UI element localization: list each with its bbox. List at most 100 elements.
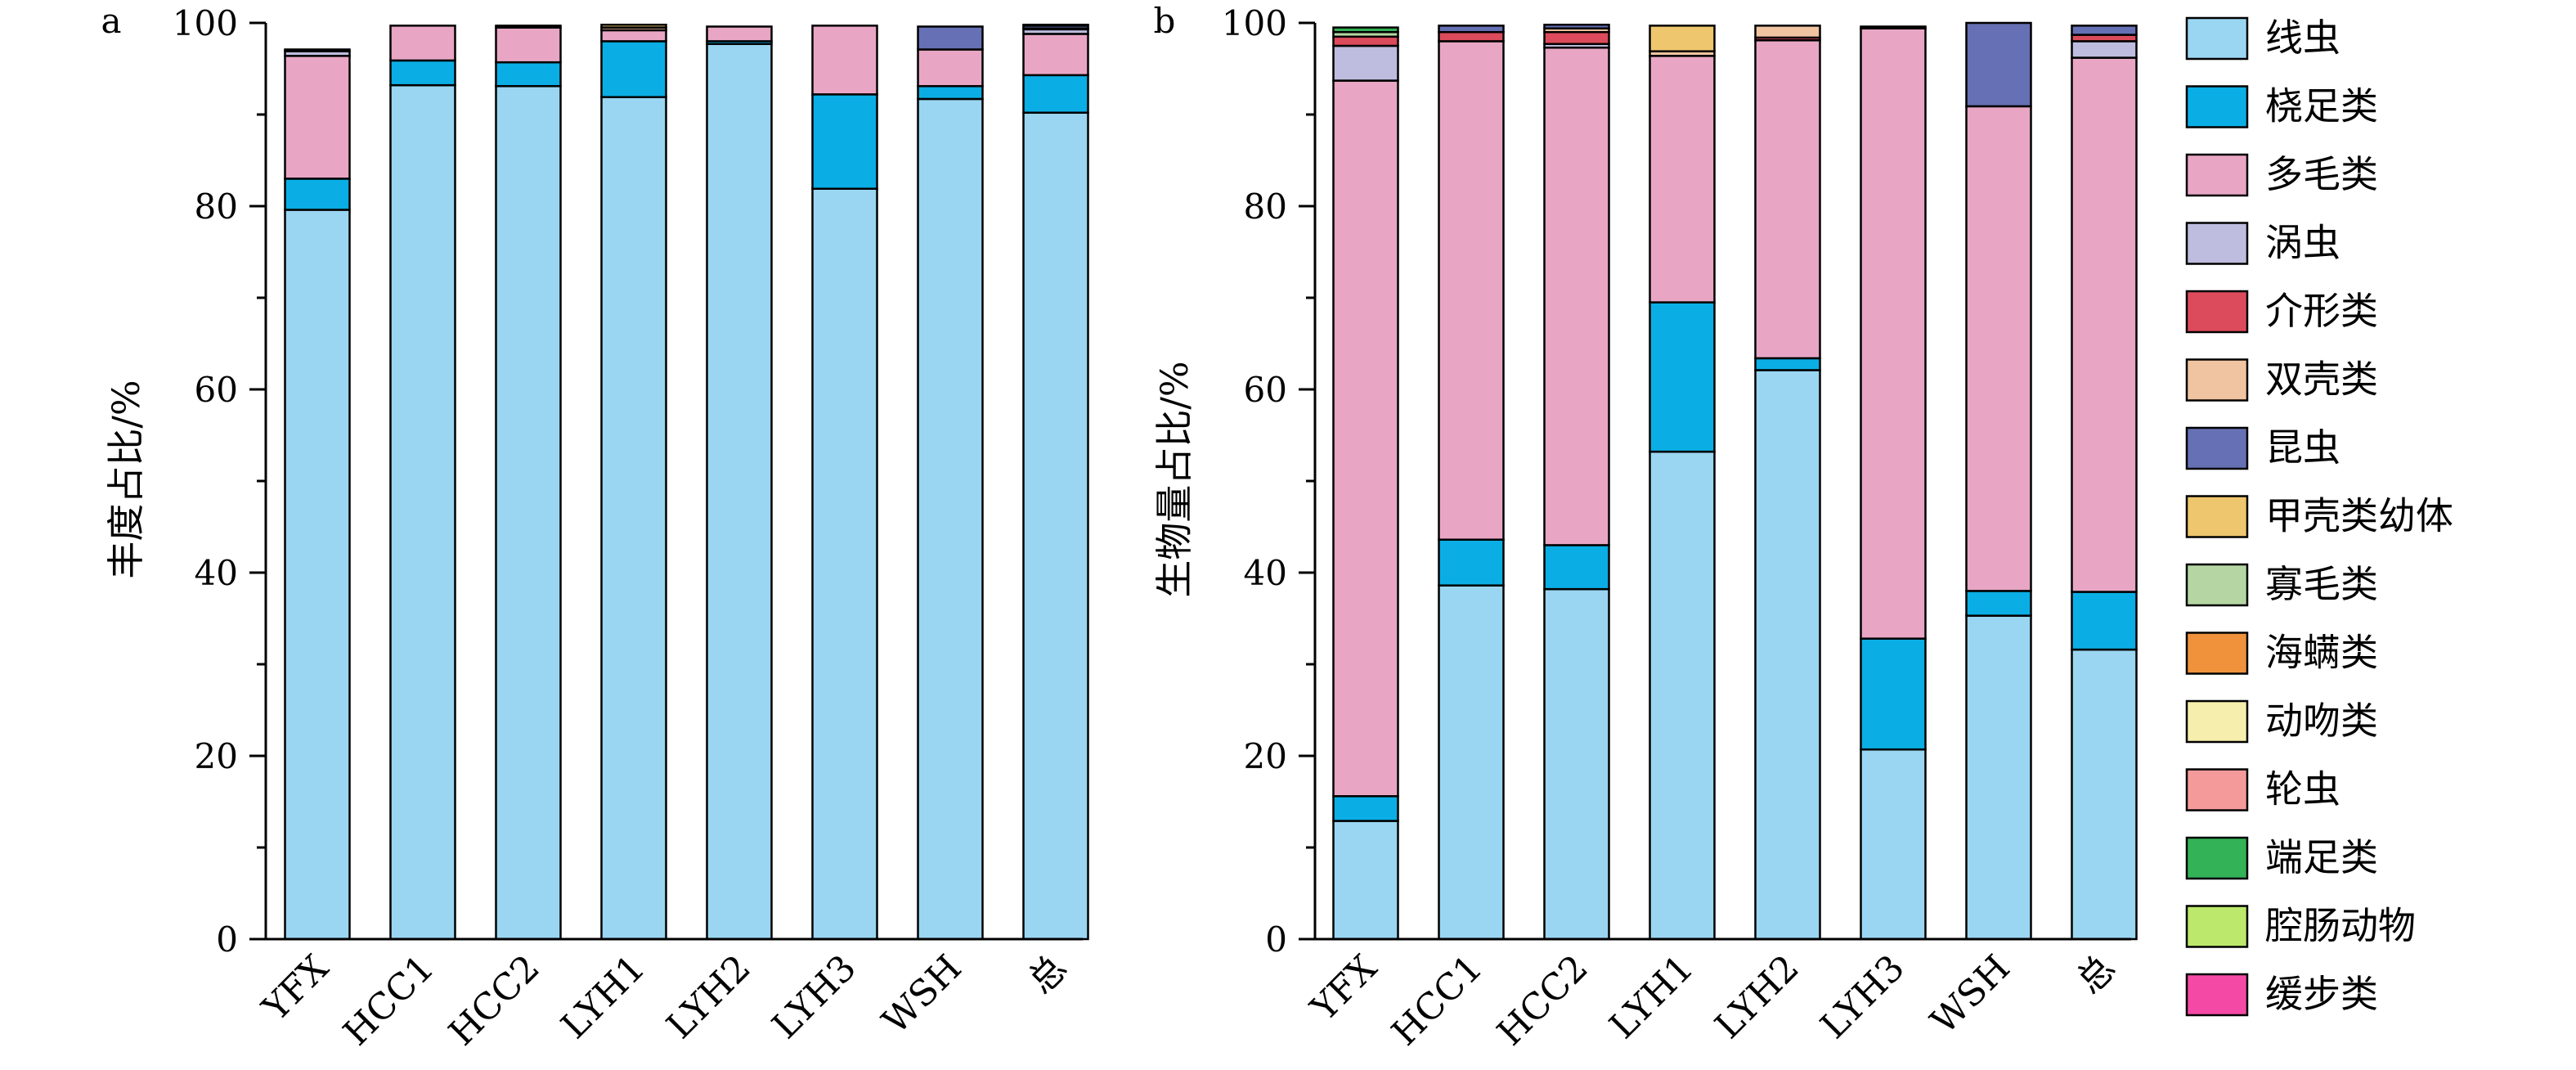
bar-segment-b-4-s2 [1649,301,1716,453]
bar-segment-a-2-s1 [389,83,456,941]
legend-label-3: 多毛类 [2265,152,2378,196]
bar-segment-a-7-s1 [917,97,984,941]
bar-segment-a-1-s5 [284,48,351,52]
legend-swatch-9 [2185,563,2249,607]
bar-segment-b-5-s2 [1754,357,1821,371]
bar-segment-b-3-s1 [1543,587,1610,941]
bar-segment-b-1-s4 [1332,44,1399,82]
panel-a-y-axis-title: 丰度占比/% [104,380,148,578]
panel-b-bars [1332,21,2138,941]
bar-segment-a-2-s3 [389,25,456,62]
y-tick-label-b-3: 40 [1244,553,1287,593]
legend-label-2: 桡足类 [2265,84,2378,128]
bar-segment-a-3-s2 [495,61,562,88]
bar-segment-b-6-s3 [1860,27,1927,640]
x-tick-label-a-1: YFX [254,946,338,1030]
bar-segment-a-6-s3 [811,25,878,96]
x-tick-label-b-5: LYH2 [1708,947,1807,1047]
y-tick-label-a-4: 60 [195,370,238,410]
bar-segment-a-8-s3 [1022,33,1089,77]
legend-swatch-13 [2185,836,2249,880]
bar-segment-b-4-s1 [1649,450,1716,941]
bar-segment-a-4-s8 [600,23,667,29]
x-tick-label-a-3: HCC2 [441,947,548,1054]
bar-segment-b-1-s3 [1332,79,1399,798]
bar-segment-b-7-s3 [1965,105,2032,592]
y-tick-label-a-1: 0 [216,919,238,960]
x-tick-label-a-6: LYH3 [765,947,864,1047]
bar-segment-a-3-s1 [495,85,562,941]
bar-segment-b-8-s1 [2071,648,2138,941]
bar-segment-a-1-s2 [284,178,351,211]
x-tick-label-b-6: LYH3 [1813,947,1913,1047]
legend-swatch-1 [2185,16,2249,61]
bar-segment-b-8-s7 [2071,25,2138,36]
bar-segment-a-7-s2 [917,85,984,101]
x-tick-label-a-2: HCC1 [335,947,442,1054]
bar-segment-b-1-s1 [1332,820,1399,941]
legend-label-1: 线虫 [2265,16,2340,60]
panel-a-bars [284,23,1089,941]
legend-label-11: 动吻类 [2265,699,2378,743]
y-tick-label-b-6: 100 [1222,3,1287,43]
bar-segment-b-4-s8 [1649,25,1716,52]
x-tick-label-b-3: HCC2 [1489,947,1596,1054]
x-tick-label-b-8: 总 [2069,947,2124,1002]
x-tick-label-b-1: YFX [1303,946,1386,1030]
x-tick-label-b-4: LYH1 [1602,947,1702,1047]
legend-label-9: 寡毛类 [2265,562,2378,606]
bar-segment-b-3-s5 [1543,30,1610,46]
bar-segment-a-7-s3 [917,48,984,88]
y-tick-label-a-2: 20 [195,736,238,776]
legend-swatch-15 [2185,973,2249,1017]
bar-segment-b-7-s7 [1965,21,2032,108]
y-tick-label-b-1: 0 [1265,919,1287,960]
legend-label-7: 昆虫 [2265,425,2340,470]
bar-segment-b-3-s2 [1543,544,1610,591]
bar-segment-b-1-s5 [1332,35,1399,47]
legend-label-6: 双壳类 [2265,357,2378,402]
legend-label-4: 涡虫 [2265,221,2340,265]
x-tick-label-a-8: 总 [1021,947,1075,1002]
bar-segment-b-5-s1 [1754,369,1821,941]
legend-swatch-14 [2185,905,2249,948]
bar-segment-a-5-s1 [706,43,773,941]
bar-segment-b-2-s1 [1438,584,1505,941]
y-tick-label-b-5: 80 [1244,187,1287,227]
y-tick-label-b-2: 20 [1244,736,1287,776]
bar-segment-a-8-s1 [1022,111,1089,941]
legend-swatch-3 [2185,153,2249,197]
bar-segment-b-3-s3 [1543,46,1610,546]
bar-segment-b-3-s7 [1543,23,1610,29]
bar-segment-a-6-s2 [811,93,878,190]
bar-segment-a-4-s2 [600,40,667,98]
y-tick-label-a-5: 80 [195,187,238,227]
x-tick-label-b-2: HCC1 [1384,947,1491,1054]
bar-segment-a-4-s1 [600,96,667,941]
legend-swatch-12 [2185,768,2249,811]
legend-label-13: 端足类 [2265,835,2378,879]
legend-swatch-10 [2185,632,2249,675]
legend-swatch-8 [2185,495,2249,538]
x-tick-label-a-5: LYH2 [659,947,759,1047]
bar-segment-b-2-s2 [1438,538,1505,587]
bar-segment-b-2-s7 [1438,25,1505,34]
x-tick-label-b-7: WSH [1923,947,2017,1042]
legend-swatch-7 [2185,426,2249,470]
bar-segment-b-8-s2 [2071,591,2138,651]
legend-swatch-5 [2185,290,2249,334]
y-tick-label-b-4: 60 [1244,370,1287,410]
panel-a-label: a [101,1,121,41]
y-tick-label-a-3: 40 [195,553,238,593]
x-tick-label-a-4: LYH1 [554,947,653,1047]
bar-segment-b-8-s3 [2071,56,2138,593]
x-tick-label-a-7: WSH [874,947,969,1042]
bar-segment-b-1-s2 [1332,795,1399,822]
legend-label-14: 腔肠动物 [2265,904,2416,948]
bar-segment-b-6-s7 [1860,25,1927,29]
bar-segment-b-6-s2 [1860,637,1927,751]
bar-segment-a-1-s3 [284,55,351,180]
bar-segment-a-8-s2 [1022,74,1089,115]
